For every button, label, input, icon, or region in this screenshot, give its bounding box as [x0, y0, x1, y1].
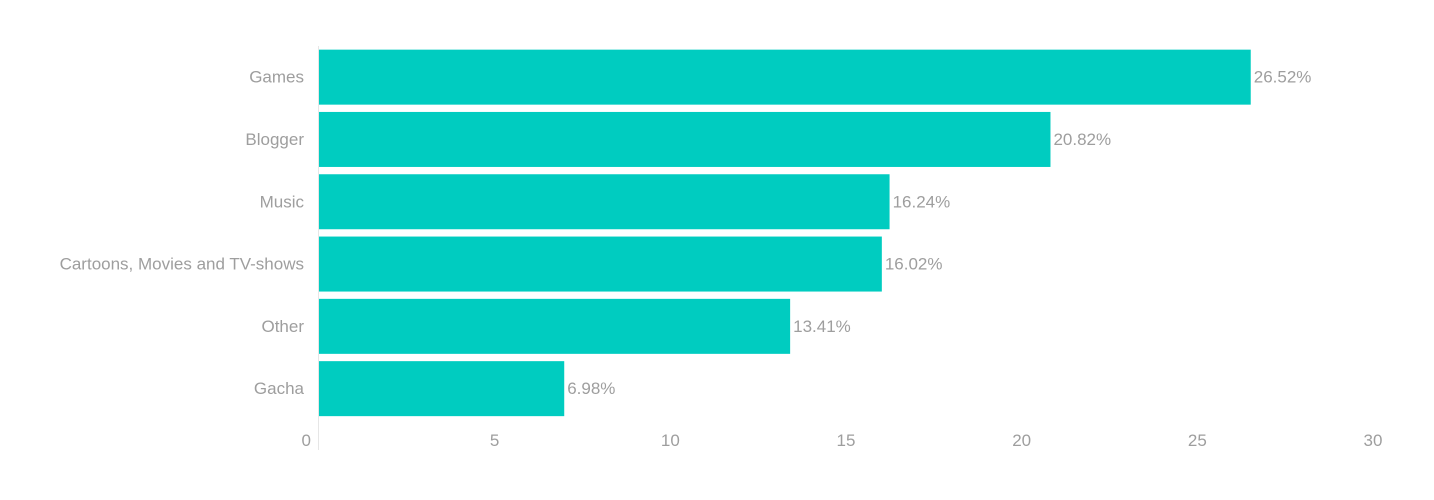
data-label: 16.02% — [885, 255, 943, 274]
x-tick-label: 0 — [302, 431, 311, 450]
category-label: Gacha — [254, 379, 305, 398]
x-tick-label: 30 — [1364, 431, 1383, 450]
bar-cartoons-movies-and-tv-shows — [319, 236, 882, 292]
category-label: Other — [261, 317, 304, 336]
bar-games — [319, 49, 1251, 105]
bar-other — [319, 298, 791, 354]
category-label: Music — [260, 192, 305, 211]
data-label: 6.98% — [567, 379, 615, 398]
x-tick-label: 20 — [1012, 431, 1031, 450]
axis-layer: 0 5 10 15 20 25 30 — [302, 46, 1383, 450]
x-tick-label: 10 — [661, 431, 680, 450]
category-label: Games — [249, 68, 304, 87]
data-label: 13.41% — [793, 317, 851, 336]
labels-layer: Games 26.52% Blogger 20.82% Music 16.24% Carto… — [60, 68, 1312, 398]
bar-gacha — [319, 361, 565, 417]
x-tick-label: 15 — [837, 431, 856, 450]
data-label: 16.24% — [893, 192, 951, 211]
category-label: Blogger — [245, 130, 304, 149]
x-tick-label: 25 — [1188, 431, 1207, 450]
data-label: 20.82% — [1053, 130, 1111, 149]
bar-music — [319, 174, 890, 230]
bars-layer — [319, 49, 1251, 417]
category-label: Cartoons, Movies and TV-shows — [60, 255, 304, 274]
data-label: 26.52% — [1254, 68, 1312, 87]
x-tick-label: 5 — [490, 431, 499, 450]
bar-blogger — [319, 111, 1051, 167]
